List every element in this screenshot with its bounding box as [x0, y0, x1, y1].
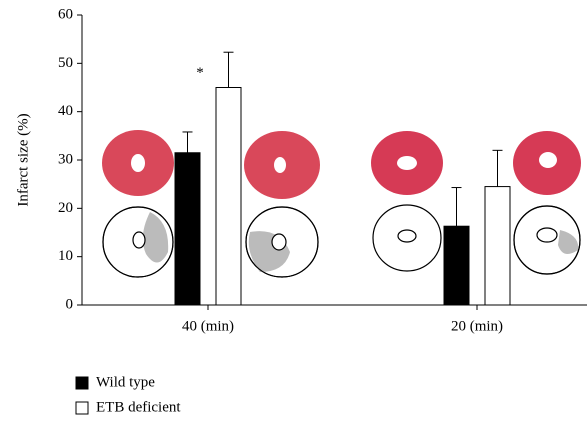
x-tick-label: 20 (min)	[451, 318, 503, 334]
y-tick-label: 20	[58, 200, 73, 216]
legend-swatch	[76, 402, 88, 414]
bar	[216, 88, 241, 306]
legend-swatch	[76, 377, 88, 389]
y-axis-label: Infarct size (%)	[15, 113, 31, 206]
y-tick-label: 10	[58, 248, 73, 264]
y-tick-label: 60	[58, 6, 73, 22]
annotation: *	[196, 65, 204, 81]
legend-label: Wild type	[96, 374, 155, 390]
y-tick-label: 30	[58, 151, 73, 167]
chart: Infarct size (%) 0 10 20 30 40 50 60 40 (min) * 2…	[0, 0, 587, 423]
y-tick-label: 40	[58, 103, 73, 119]
y-tick-label: 50	[58, 55, 73, 71]
bar	[175, 153, 200, 305]
bar	[444, 226, 469, 305]
bar	[485, 187, 510, 305]
x-tick-label: 40 (min)	[182, 318, 234, 334]
legend-label: ETB deficient	[96, 399, 181, 415]
y-tick-label: 0	[66, 296, 74, 312]
